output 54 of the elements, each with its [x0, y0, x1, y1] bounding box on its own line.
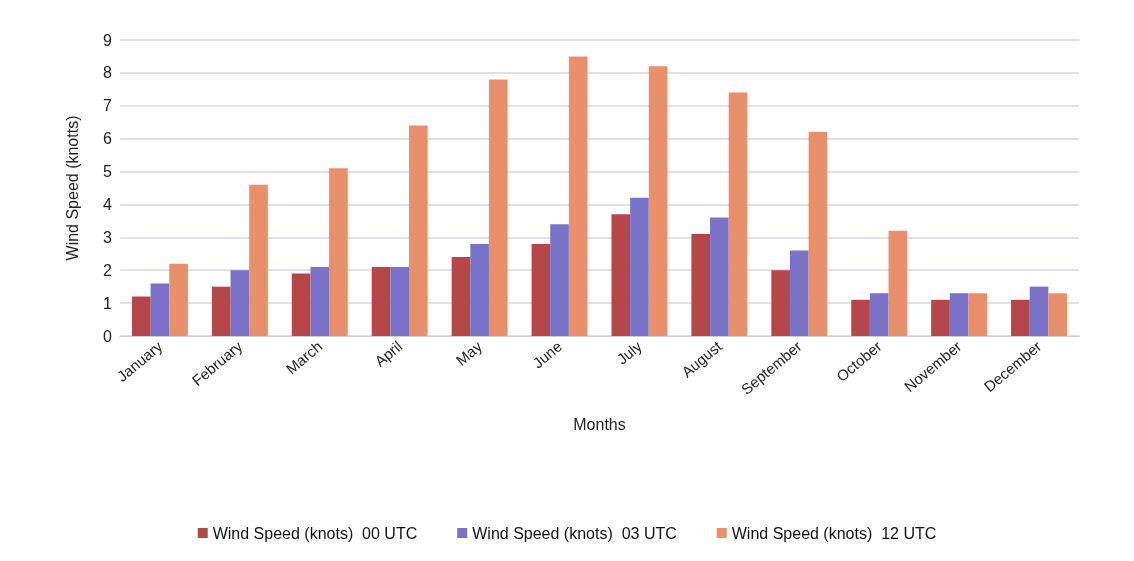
x-tick-label: May — [452, 337, 486, 369]
bar — [169, 263, 188, 336]
bar — [808, 132, 828, 336]
y-tick-label: 5 — [103, 163, 113, 181]
bar — [728, 92, 748, 336]
bar — [851, 299, 870, 336]
bar — [888, 230, 908, 336]
bar — [390, 266, 410, 336]
bar — [568, 56, 588, 336]
y-tick-label: 4 — [103, 195, 113, 213]
bar — [611, 214, 631, 336]
legend-label: Wind Speed (knots) 00 UTC — [212, 524, 418, 542]
bar — [531, 243, 551, 336]
bar — [789, 250, 809, 336]
bar — [409, 125, 428, 336]
bar — [648, 66, 668, 336]
bar — [211, 286, 231, 336]
bar — [931, 299, 950, 336]
y-tick-label: 6 — [103, 130, 113, 148]
bar — [691, 234, 711, 336]
bar — [329, 168, 348, 336]
bar — [710, 217, 729, 336]
legend-label: Wind Speed (knots) 03 UTC — [472, 524, 677, 542]
bar — [371, 266, 391, 336]
bar — [771, 270, 790, 336]
bar — [1011, 299, 1030, 336]
bar — [291, 273, 311, 336]
y-tick-label: 7 — [103, 97, 113, 115]
y-tick-label: 3 — [103, 228, 113, 246]
bar — [310, 266, 330, 336]
bar — [470, 243, 489, 336]
bar — [451, 257, 471, 336]
x-tick-label: July — [613, 337, 646, 368]
bar — [488, 79, 508, 336]
x-tick-label: June — [529, 337, 566, 372]
bar — [131, 296, 151, 336]
bar — [1029, 286, 1049, 336]
y-tick-label: 8 — [103, 64, 113, 82]
bar — [550, 224, 569, 336]
x-axis-title: Months — [573, 415, 626, 433]
bar — [249, 184, 268, 336]
bar — [949, 293, 969, 336]
y-tick-label: 9 — [103, 31, 113, 49]
y-axis-title: Wind Speed (knotts) — [63, 115, 81, 261]
bar — [150, 283, 170, 336]
bar — [869, 293, 889, 336]
bar — [1048, 293, 1068, 336]
y-tick-label: 1 — [103, 294, 113, 312]
bar — [968, 293, 988, 336]
y-tick-label: 2 — [103, 261, 113, 279]
y-tick-label: 0 — [103, 327, 113, 345]
bar — [630, 197, 649, 336]
bar — [230, 270, 250, 336]
legend-label: Wind Speed (knots) 12 UTC — [731, 524, 937, 542]
